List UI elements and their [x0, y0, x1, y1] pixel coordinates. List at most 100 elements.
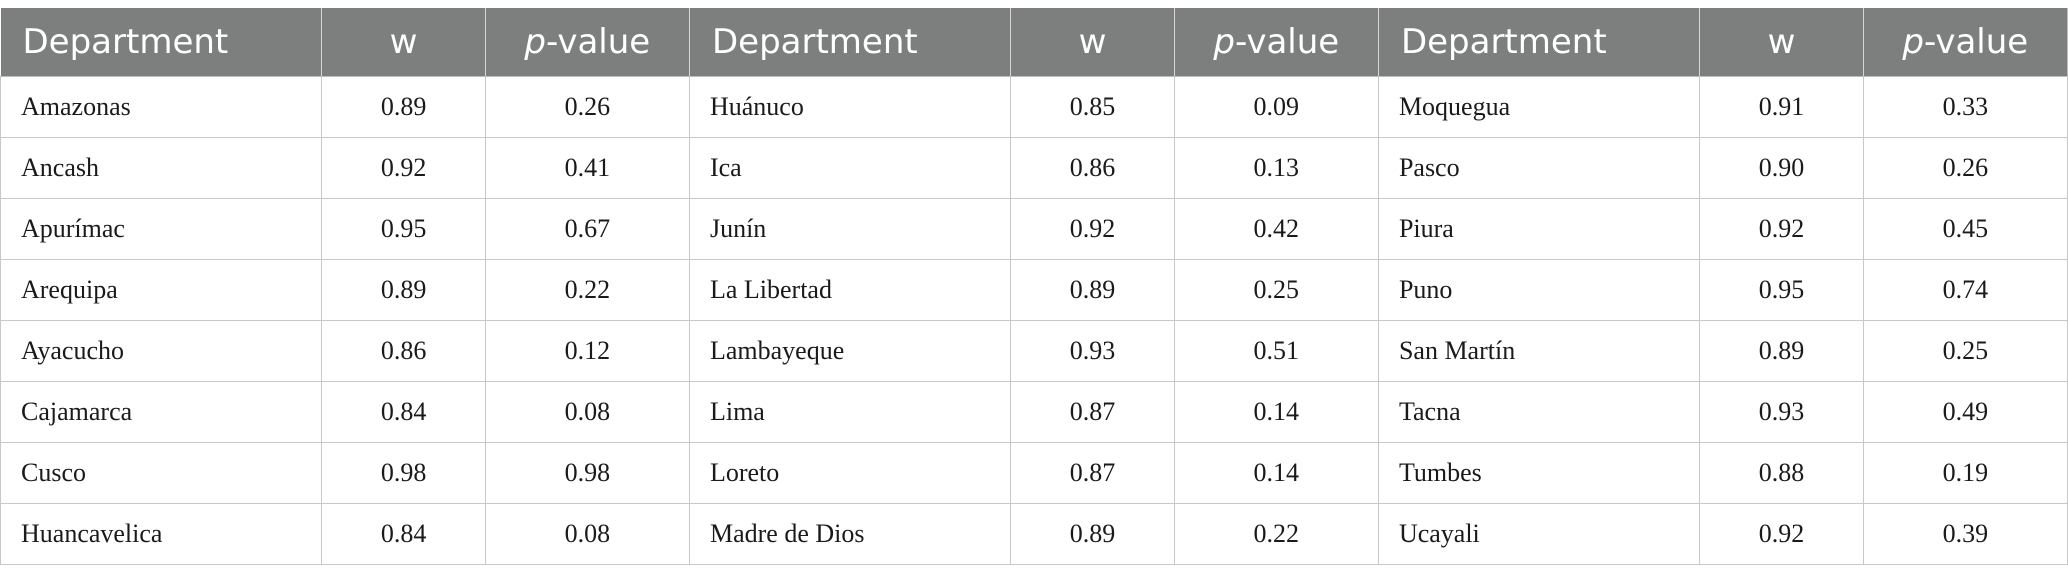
p-value-cell: 0.41 [484, 137, 690, 199]
w-cell: 0.95 [321, 198, 486, 260]
p-value-cell: 0.12 [484, 320, 690, 382]
header-department: Department [0, 8, 323, 77]
department-cell: Tacna [1377, 381, 1701, 443]
department-cell: Amazonas [0, 76, 323, 138]
header-p-suffix: -value [1923, 22, 2029, 62]
department-cell: Moquegua [1377, 76, 1701, 138]
department-cell: San Martín [1377, 320, 1701, 382]
w-cell: 0.92 [321, 137, 486, 199]
department-cell: Lima [688, 381, 1012, 443]
department-cell: La Libertad [688, 259, 1012, 321]
p-value-cell: 0.39 [1862, 503, 2068, 565]
p-value-cell: 0.26 [484, 76, 690, 138]
header-department: Department [689, 8, 1012, 77]
p-value-cell: 0.14 [1173, 381, 1379, 443]
department-cell: Ancash [0, 137, 323, 199]
department-statistics-table: Department w p-value Department w p-valu… [0, 8, 2068, 565]
header-p-suffix: -value [546, 22, 651, 62]
header-w: w [1010, 8, 1175, 77]
w-cell: 0.89 [321, 259, 486, 321]
department-cell: Ucayali [1377, 503, 1701, 565]
w-cell: 0.93 [1010, 320, 1175, 382]
w-cell: 0.89 [1699, 320, 1864, 382]
p-value-cell: 0.45 [1862, 198, 2068, 260]
table-row: Amazonas 0.89 0.26 Huánuco 0.85 0.09 Moq… [0, 76, 2068, 138]
header-p-value: p-value [1863, 8, 2068, 77]
p-value-cell: 0.08 [484, 503, 690, 565]
table-row: Ancash 0.92 0.41 Ica 0.86 0.13 Pasco 0.9… [0, 137, 2068, 199]
p-value-cell: 0.22 [484, 259, 690, 321]
department-cell: Ica [688, 137, 1012, 199]
department-cell: Piura [1377, 198, 1701, 260]
p-value-cell: 0.14 [1173, 442, 1379, 504]
p-value-cell: 0.22 [1173, 503, 1379, 565]
p-value-cell: 0.13 [1173, 137, 1379, 199]
department-cell: Ayacucho [0, 320, 323, 382]
header-p-italic: p [1213, 22, 1235, 62]
w-cell: 0.92 [1699, 503, 1864, 565]
p-value-cell: 0.25 [1862, 320, 2068, 382]
department-cell: Tumbes [1377, 442, 1701, 504]
w-cell: 0.89 [1010, 259, 1175, 321]
department-cell: Cusco [0, 442, 323, 504]
p-value-cell: 0.74 [1862, 259, 2068, 321]
p-value-cell: 0.42 [1173, 198, 1379, 260]
department-cell: Pasco [1377, 137, 1701, 199]
table-row: Ayacucho 0.86 0.12 Lambayeque 0.93 0.51 … [0, 320, 2068, 382]
department-cell: Lambayeque [688, 320, 1012, 382]
w-cell: 0.87 [1010, 381, 1175, 443]
p-value-cell: 0.98 [484, 442, 690, 504]
department-cell: Huancavelica [0, 503, 323, 565]
department-cell: Junín [688, 198, 1012, 260]
header-department: Department [1378, 8, 1701, 77]
header-p-value: p-value [485, 8, 690, 77]
department-cell: Cajamarca [0, 381, 323, 443]
p-value-cell: 0.08 [484, 381, 690, 443]
w-cell: 0.85 [1010, 76, 1175, 138]
w-cell: 0.86 [1010, 137, 1175, 199]
w-cell: 0.87 [1010, 442, 1175, 504]
w-cell: 0.89 [321, 76, 486, 138]
header-p-italic: p [1902, 22, 1924, 62]
table-row: Arequipa 0.89 0.22 La Libertad 0.89 0.25… [0, 259, 2068, 321]
header-w: w [321, 8, 486, 77]
department-cell: Madre de Dios [688, 503, 1012, 565]
w-cell: 0.84 [321, 503, 486, 565]
p-value-cell: 0.26 [1862, 137, 2068, 199]
w-cell: 0.91 [1699, 76, 1864, 138]
department-cell: Loreto [688, 442, 1012, 504]
w-cell: 0.98 [321, 442, 486, 504]
w-cell: 0.84 [321, 381, 486, 443]
w-cell: 0.90 [1699, 137, 1864, 199]
department-cell: Arequipa [0, 259, 323, 321]
header-row: Department w p-value Department w p-valu… [0, 8, 2068, 77]
w-cell: 0.88 [1699, 442, 1864, 504]
department-cell: Apurímac [0, 198, 323, 260]
p-value-cell: 0.25 [1173, 259, 1379, 321]
table-header: Department w p-value Department w p-valu… [0, 8, 2068, 77]
w-cell: 0.92 [1699, 198, 1864, 260]
table-row: Cusco 0.98 0.98 Loreto 0.87 0.14 Tumbes … [0, 442, 2068, 504]
department-cell: Huánuco [688, 76, 1012, 138]
shapiro-wilk-table-container: Department w p-value Department w p-valu… [0, 8, 2068, 565]
department-cell: Puno [1377, 259, 1701, 321]
w-cell: 0.95 [1699, 259, 1864, 321]
w-cell: 0.92 [1010, 198, 1175, 260]
header-p-suffix: -value [1234, 22, 1340, 62]
p-value-cell: 0.19 [1862, 442, 2068, 504]
header-w: w [1699, 8, 1864, 77]
p-value-cell: 0.67 [484, 198, 690, 260]
w-cell: 0.93 [1699, 381, 1864, 443]
p-value-cell: 0.51 [1173, 320, 1379, 382]
p-value-cell: 0.49 [1862, 381, 2068, 443]
p-value-cell: 0.09 [1173, 76, 1379, 138]
w-cell: 0.89 [1010, 503, 1175, 565]
table-row: Cajamarca 0.84 0.08 Lima 0.87 0.14 Tacna… [0, 381, 2068, 443]
table-body: Amazonas 0.89 0.26 Huánuco 0.85 0.09 Moq… [0, 76, 2068, 565]
header-p-value: p-value [1174, 8, 1379, 77]
table-row: Apurímac 0.95 0.67 Junín 0.92 0.42 Piura… [0, 198, 2068, 260]
w-cell: 0.86 [321, 320, 486, 382]
table-row: Huancavelica 0.84 0.08 Madre de Dios 0.8… [0, 503, 2068, 565]
p-value-cell: 0.33 [1862, 76, 2068, 138]
header-p-italic: p [524, 22, 546, 62]
